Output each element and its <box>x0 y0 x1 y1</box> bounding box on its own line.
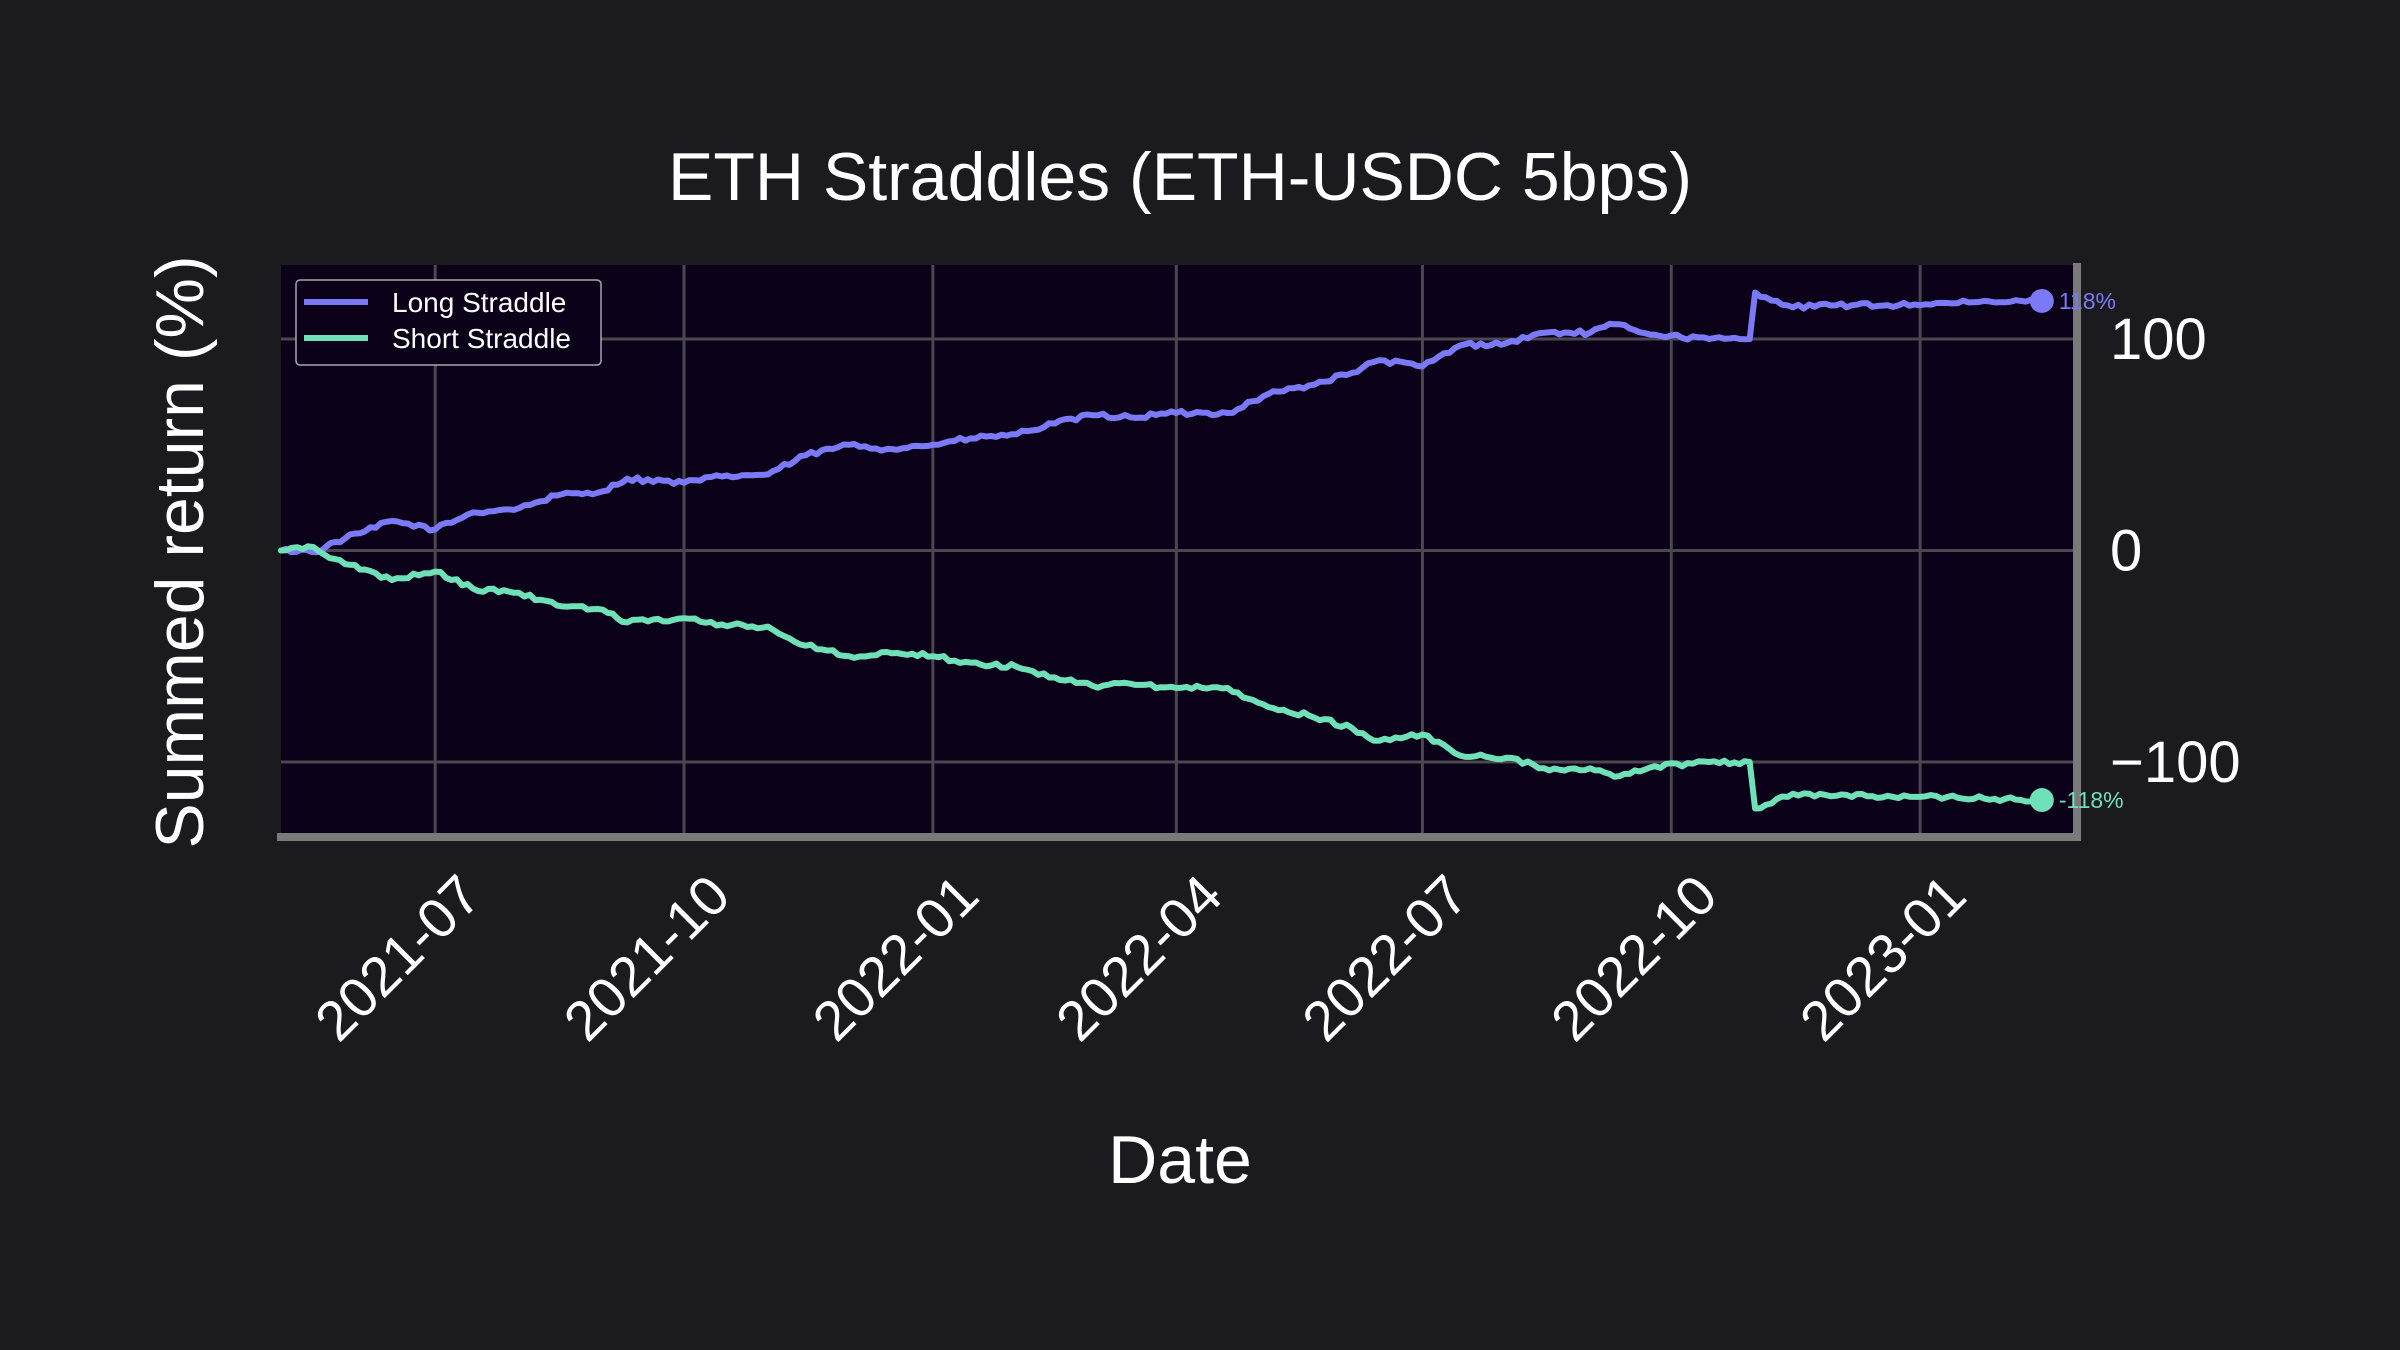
short-straddle-end-marker <box>2029 788 2054 813</box>
y-tick-labels: 100 0 −100 <box>2110 307 2241 795</box>
x-axis-label: Date <box>1108 1122 1252 1198</box>
y-axis-label: Summed return (%) <box>142 255 218 848</box>
end-labels: 118% -118% <box>2029 288 2124 813</box>
chart-title: ETH Straddles (ETH-USDC 5bps) <box>668 139 1692 215</box>
axes-spines <box>277 263 2081 841</box>
short-straddle-end-label: -118% <box>2059 787 2124 813</box>
long-straddle-end-marker <box>2029 288 2054 313</box>
legend: Long Straddle Short Straddle <box>295 279 602 366</box>
legend-label-short: Short Straddle <box>392 323 571 354</box>
y-tick-label: 0 <box>2110 519 2142 584</box>
y-tick-label: −100 <box>2110 730 2241 795</box>
long-straddle-line <box>278 289 2045 556</box>
long-straddle-end-label: 118% <box>2059 288 2116 314</box>
y-tick-label: 100 <box>2110 307 2207 372</box>
legend-label-long: Long Straddle <box>392 287 566 318</box>
short-straddle-line <box>278 543 2045 812</box>
series-layer <box>278 289 2045 812</box>
legend-box <box>295 279 602 366</box>
